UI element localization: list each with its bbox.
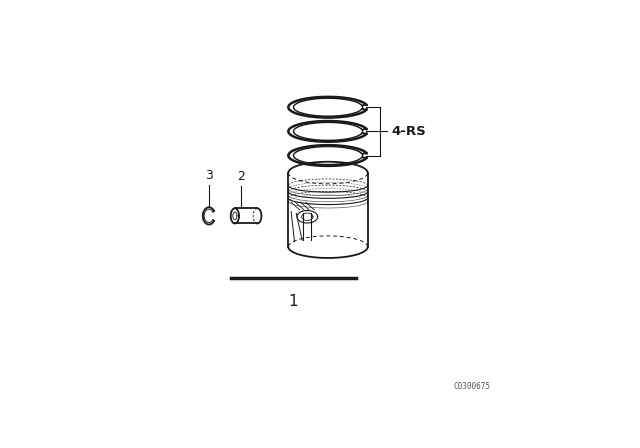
Text: 1: 1 bbox=[289, 293, 298, 309]
Text: 4-RS: 4-RS bbox=[392, 125, 427, 138]
Text: 2: 2 bbox=[237, 170, 245, 183]
Text: 3: 3 bbox=[205, 169, 213, 182]
Text: C0300675: C0300675 bbox=[453, 382, 490, 391]
